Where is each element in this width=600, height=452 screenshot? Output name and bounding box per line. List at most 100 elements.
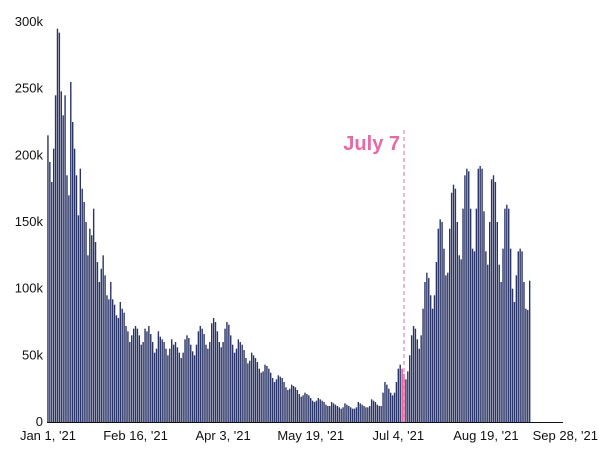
bar — [336, 406, 339, 422]
bar — [399, 364, 401, 422]
bar — [334, 404, 337, 422]
bar — [452, 184, 455, 422]
bar — [372, 400, 375, 422]
bar — [296, 390, 299, 422]
bar — [369, 406, 371, 422]
bar — [414, 328, 417, 422]
bar — [148, 326, 150, 422]
bar — [357, 402, 360, 422]
bar — [348, 406, 350, 422]
bar — [315, 400, 318, 422]
bar — [376, 404, 379, 422]
bar — [449, 228, 451, 422]
bar — [277, 375, 280, 422]
bar — [431, 308, 434, 422]
bar — [256, 362, 259, 422]
bar — [111, 299, 114, 422]
bar — [104, 275, 106, 422]
bar — [205, 344, 207, 422]
bar — [386, 384, 388, 422]
bar — [351, 408, 354, 422]
bar — [68, 195, 70, 422]
bar — [119, 302, 121, 422]
bar — [302, 395, 304, 422]
bar — [92, 208, 95, 422]
bar — [220, 347, 222, 422]
bar — [150, 334, 152, 422]
bar — [264, 364, 266, 422]
bar — [241, 344, 243, 422]
bar — [184, 339, 186, 422]
bar — [310, 398, 312, 422]
bar — [266, 366, 268, 422]
bar — [94, 242, 97, 422]
bar — [195, 344, 198, 422]
bar — [313, 402, 316, 422]
bar — [464, 175, 466, 422]
bar — [338, 407, 340, 422]
bar — [332, 403, 335, 422]
bar — [462, 208, 464, 422]
bar — [380, 406, 382, 422]
bar — [136, 328, 139, 422]
bar — [298, 394, 300, 422]
y-tick-label: 0 — [36, 414, 43, 429]
bar — [214, 322, 217, 422]
bar — [121, 308, 123, 422]
bar — [330, 402, 333, 422]
bar — [439, 219, 441, 422]
annotation: July 7 — [343, 130, 405, 422]
bar — [134, 326, 137, 422]
bar — [106, 295, 108, 422]
bar — [287, 390, 289, 422]
bar — [228, 324, 230, 422]
bar — [155, 348, 158, 422]
bar — [374, 402, 377, 422]
bar — [271, 378, 274, 422]
bar — [418, 348, 420, 422]
bar — [186, 335, 188, 422]
y-tick-label: 50k — [22, 347, 43, 362]
bar — [209, 342, 211, 422]
bar — [270, 372, 272, 422]
bar — [450, 192, 453, 422]
bar — [172, 344, 175, 422]
bar — [407, 371, 409, 422]
bar — [100, 268, 102, 422]
bar — [207, 348, 209, 422]
bar — [393, 392, 396, 422]
bar — [521, 251, 523, 422]
bar — [91, 235, 93, 422]
bar — [391, 395, 394, 422]
y-axis-labels: 0 50k 100k 150k 200k 250k 300k — [15, 14, 44, 429]
bar — [233, 352, 236, 422]
bar — [454, 188, 457, 422]
bar — [161, 339, 163, 422]
bar — [132, 328, 135, 422]
bar — [511, 288, 514, 422]
bar — [506, 204, 508, 422]
bar — [273, 382, 276, 422]
bar — [355, 407, 358, 422]
bar — [513, 302, 516, 422]
bar — [329, 406, 331, 422]
bar — [226, 322, 228, 422]
bar — [460, 259, 462, 422]
y-tick-label: 250k — [15, 81, 44, 96]
bar — [85, 222, 87, 422]
bar — [197, 331, 200, 422]
bar — [231, 344, 234, 422]
bar — [245, 358, 247, 422]
bar — [182, 352, 184, 422]
y-tick-label: 100k — [15, 281, 44, 296]
bar — [283, 382, 285, 422]
bar — [494, 182, 497, 422]
bar — [428, 278, 430, 422]
bar — [508, 208, 510, 422]
bar — [422, 308, 424, 422]
bar — [290, 384, 293, 422]
bar — [237, 339, 240, 422]
bar — [89, 228, 91, 422]
bar — [519, 248, 521, 422]
bar — [340, 408, 342, 422]
